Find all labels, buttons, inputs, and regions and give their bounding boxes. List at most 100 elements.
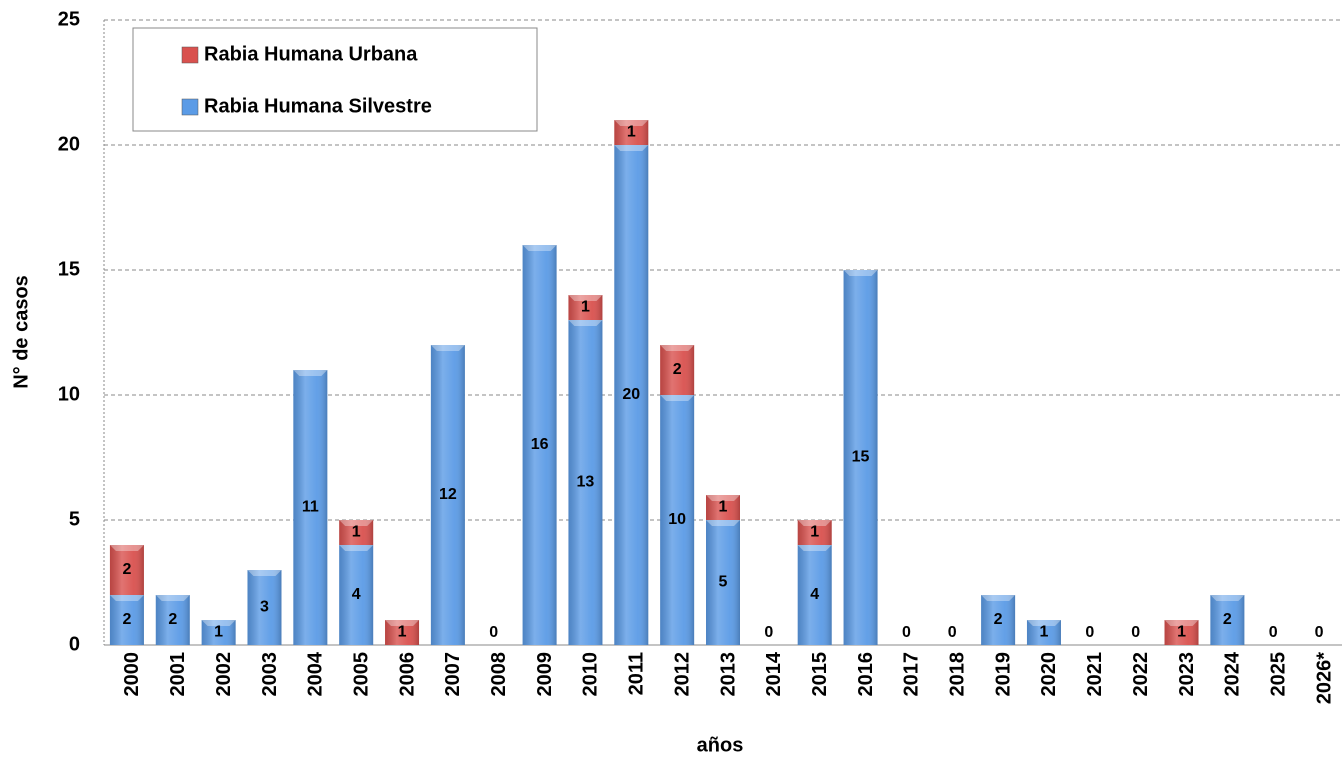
data-label: 13 xyxy=(577,474,595,491)
bar-shine xyxy=(660,345,695,395)
bar-shine xyxy=(706,495,740,520)
x-tick-label: 2002 xyxy=(213,652,235,697)
bar-shine xyxy=(660,395,695,645)
data-label: 0 xyxy=(764,624,773,641)
bar-shine xyxy=(797,520,832,545)
bar-shine xyxy=(981,595,1016,645)
legend-label: Rabia Humana Silvestre xyxy=(204,95,432,117)
x-tick-label: 2006 xyxy=(396,652,418,697)
data-label: 0 xyxy=(1131,624,1140,641)
bar-shine xyxy=(706,520,740,645)
x-tick-label: 2013 xyxy=(717,652,739,697)
bar-cap xyxy=(430,345,465,351)
bar-cap xyxy=(247,570,282,576)
x-tick-label: 2012 xyxy=(671,652,693,697)
x-tick-label: 2019 xyxy=(992,652,1014,697)
data-label: 0 xyxy=(1085,624,1094,641)
bar-shine xyxy=(339,545,374,645)
y-tick-label: 15 xyxy=(58,258,80,280)
bar-cap xyxy=(660,395,695,401)
x-tick-label: 2024 xyxy=(1222,651,1244,696)
bar-shine xyxy=(614,145,649,645)
data-label: 1 xyxy=(719,499,728,516)
legend-swatch xyxy=(181,46,199,64)
x-tick-label: 2007 xyxy=(442,652,464,697)
bar-cap xyxy=(614,145,649,151)
x-tick-label: 2023 xyxy=(1176,652,1198,697)
y-tick-label: 0 xyxy=(69,633,80,655)
data-label: 1 xyxy=(810,524,819,541)
data-label: 15 xyxy=(852,449,870,466)
bar-cap xyxy=(797,545,832,551)
data-label: 2 xyxy=(168,611,177,628)
x-tick-label: 2001 xyxy=(167,652,189,697)
data-label: 1 xyxy=(581,299,590,316)
x-tick-label: 2004 xyxy=(305,651,327,696)
bar-cap xyxy=(385,620,420,626)
bar-cap xyxy=(981,595,1016,601)
legend-label: Rabia Humana Urbana xyxy=(204,43,418,65)
x-tick-label: 2015 xyxy=(809,652,831,697)
data-label: 1 xyxy=(352,524,361,541)
data-label: 0 xyxy=(1269,624,1278,641)
bar-cap xyxy=(109,545,144,551)
data-label: 0 xyxy=(1315,624,1324,641)
bar-cap xyxy=(1164,620,1199,626)
y-tick-label: 5 xyxy=(69,508,80,530)
bar-cap xyxy=(1026,620,1061,626)
bar-cap xyxy=(339,520,374,526)
bar-cap xyxy=(706,520,740,526)
bar-shine xyxy=(109,545,144,595)
bar-cap xyxy=(201,620,236,626)
x-tick-label: 2017 xyxy=(901,652,923,697)
x-tick-label: 2008 xyxy=(488,652,510,697)
x-tick-label: 2016 xyxy=(855,652,877,697)
data-label: 1 xyxy=(398,624,407,641)
bar-cap xyxy=(614,120,649,126)
bar-cap xyxy=(1210,595,1245,601)
bar-shine xyxy=(568,320,603,645)
bar-shine xyxy=(522,245,557,645)
x-tick-label: 2026* xyxy=(1313,652,1335,704)
x-tick-label: 2021 xyxy=(1084,652,1106,697)
y-axis-title: N° de casos xyxy=(10,275,32,389)
y-tick-label: 20 xyxy=(58,133,80,155)
bar-shine xyxy=(201,620,236,645)
bar-shine xyxy=(614,120,649,145)
data-label: 1 xyxy=(214,624,223,641)
data-label: 0 xyxy=(948,624,957,641)
data-label: 1 xyxy=(1040,624,1049,641)
bar-shine xyxy=(385,620,420,645)
legend-swatch xyxy=(181,98,199,116)
bar-shine xyxy=(293,370,328,645)
bar-shine xyxy=(568,295,603,320)
x-tick-label: 2022 xyxy=(1130,652,1152,697)
data-label: 0 xyxy=(489,624,498,641)
x-tick-label: 2025 xyxy=(1268,652,1290,697)
x-tick-label: 2003 xyxy=(259,652,281,697)
bar-shine xyxy=(797,545,832,645)
x-tick-label: 2014 xyxy=(763,651,785,696)
data-label: 16 xyxy=(531,436,549,453)
bar-shine xyxy=(155,595,190,645)
y-tick-label: 25 xyxy=(58,8,80,30)
data-label: 10 xyxy=(668,511,686,528)
data-label: 2 xyxy=(122,611,131,628)
bar-shine xyxy=(1164,620,1199,645)
bar-shine xyxy=(109,595,144,645)
bar-shine xyxy=(339,520,374,545)
data-label: 2 xyxy=(122,561,131,578)
x-tick-label: 2000 xyxy=(121,652,143,697)
bar-cap xyxy=(293,370,328,376)
data-label: 3 xyxy=(260,599,269,616)
bar-cap xyxy=(109,595,144,601)
x-tick-label: 2018 xyxy=(947,652,969,697)
bar-cap xyxy=(568,320,603,326)
data-label: 2 xyxy=(673,361,682,378)
x-tick-label: 2010 xyxy=(580,652,602,697)
bar-cap xyxy=(339,545,374,551)
data-label: 5 xyxy=(719,574,728,591)
bar-cap xyxy=(706,495,740,501)
bar-cap xyxy=(568,295,603,301)
